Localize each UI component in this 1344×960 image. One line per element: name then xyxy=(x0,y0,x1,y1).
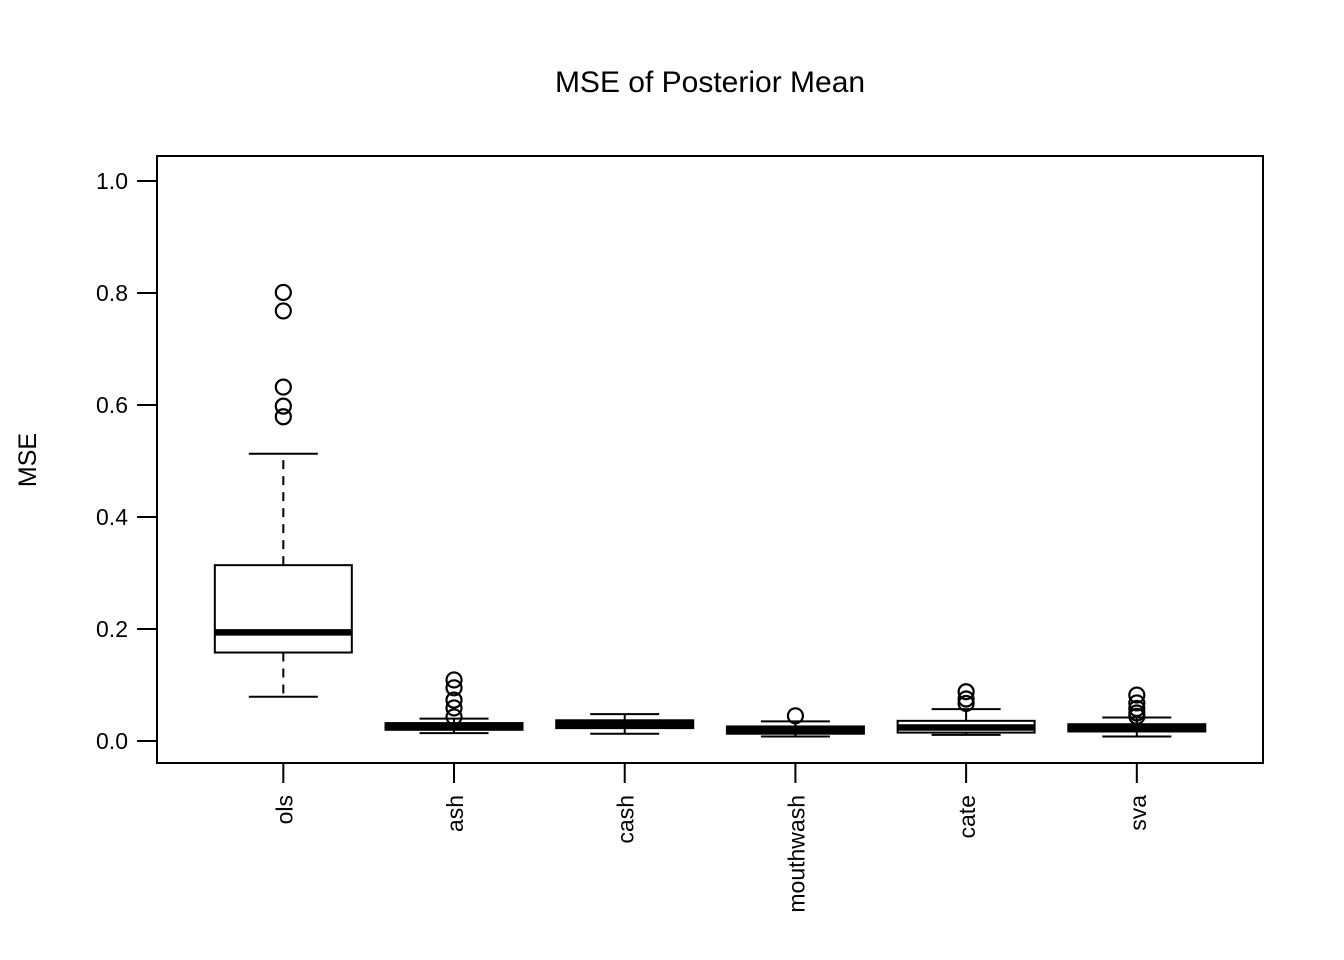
outlier-point xyxy=(274,378,292,396)
outlier-point xyxy=(274,397,292,415)
plot-frame xyxy=(156,155,1264,764)
outlier-point xyxy=(445,679,463,697)
x-tick-label: ash xyxy=(442,795,468,832)
x-tick-label: cate xyxy=(954,795,980,838)
outlier-point xyxy=(274,408,292,426)
outlier-point xyxy=(274,302,292,320)
iqr-box xyxy=(213,564,353,654)
outlier-point xyxy=(274,283,292,302)
box-cash xyxy=(555,713,695,735)
outlier-point xyxy=(786,707,805,725)
y-axis-label: MSE xyxy=(14,433,42,487)
outlier-point xyxy=(1128,704,1146,722)
box-cate xyxy=(896,683,1036,736)
outlier-point xyxy=(445,699,463,717)
y-tick-label: 0.6 xyxy=(96,392,128,418)
boxplot-series xyxy=(213,283,1207,738)
y-tick-label: 0.2 xyxy=(96,616,128,642)
y-tick-label: 1.0 xyxy=(96,168,128,194)
x-tick-label: cash xyxy=(613,795,639,844)
y-tick-label: 0.0 xyxy=(96,728,128,754)
y-tick-label: 0.4 xyxy=(96,504,128,530)
box-ash xyxy=(384,671,524,735)
chart-title: MSE of Posterior Mean xyxy=(555,66,865,99)
x-axis: ols ash cash mouthwash cate sva xyxy=(271,763,1151,913)
x-tick-label: ols xyxy=(271,795,297,824)
outlier-point xyxy=(1128,686,1146,704)
outlier-point xyxy=(957,683,975,701)
outlier-point xyxy=(957,690,975,708)
outlier-point xyxy=(445,671,463,689)
outlier-point xyxy=(445,708,463,726)
box-sva xyxy=(1067,686,1207,738)
x-tick-label: mouthwash xyxy=(783,795,809,913)
outlier-point xyxy=(1128,699,1146,718)
outlier-point xyxy=(957,694,975,713)
box-ols xyxy=(213,283,353,698)
outlier-point xyxy=(445,691,463,709)
outlier-point xyxy=(1128,694,1146,712)
y-tick-label: 0.8 xyxy=(96,280,128,306)
y-axis: 0.0 0.2 0.4 0.6 0.8 1.0 xyxy=(96,168,157,754)
x-tick-label: sva xyxy=(1125,795,1151,831)
box-mouthwash xyxy=(725,707,865,738)
